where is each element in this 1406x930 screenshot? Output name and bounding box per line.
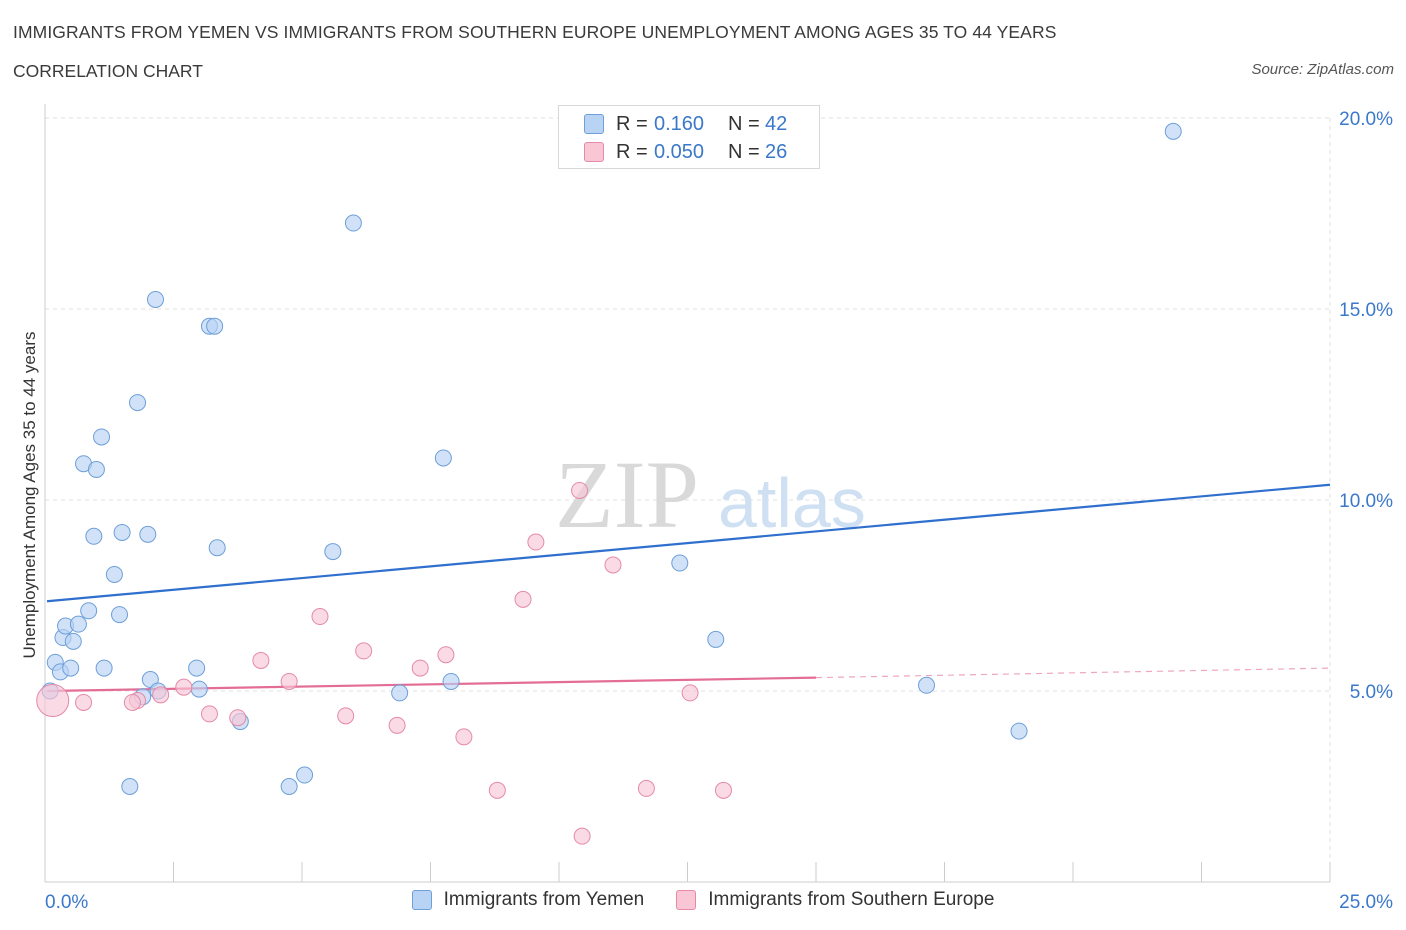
point-southern-europe	[681, 684, 699, 702]
source-note: Source: ZipAtlas.com	[1251, 61, 1394, 78]
point-southern-europe	[252, 651, 270, 669]
watermark-atlas: atlas	[718, 464, 866, 542]
point-southern-europe	[280, 672, 298, 690]
legend-r-value: 0.160	[654, 112, 705, 135]
point-southern-europe	[388, 716, 406, 734]
point-yemen	[87, 460, 105, 478]
axes	[44, 104, 1331, 883]
point-southern-europe	[75, 693, 93, 711]
legend-r-value: 0.050	[654, 140, 705, 163]
legend-swatch-blue	[584, 114, 604, 134]
point-yemen	[111, 606, 129, 624]
point-southern-europe	[714, 781, 732, 799]
y-tick-label: 10.0%	[1339, 491, 1393, 512]
point-yemen	[296, 766, 314, 784]
legend-item-yemen: Immigrants from Yemen	[411, 889, 645, 911]
point-yemen	[93, 428, 111, 446]
point-southern-europe	[527, 533, 545, 551]
point-yemen	[1164, 122, 1182, 140]
point-yemen	[1010, 722, 1028, 740]
point-yemen	[391, 684, 409, 702]
point-southern-europe	[637, 779, 655, 797]
point-southern-europe	[455, 728, 473, 746]
point-yemen	[69, 615, 87, 633]
point-yemen	[671, 554, 689, 572]
point-yemen	[442, 672, 460, 690]
point-southern-europe	[571, 481, 589, 499]
point-southern-europe	[573, 827, 591, 845]
point-southern-europe	[514, 590, 532, 608]
point-yemen	[190, 680, 208, 698]
point-yemen	[206, 317, 224, 335]
data-points	[36, 122, 1182, 845]
chart-subtitle: CORRELATION CHART	[13, 61, 203, 81]
trend-line-yemen	[46, 483, 1331, 603]
x-tick-label-min: 0.0%	[45, 892, 88, 913]
point-yemen	[139, 525, 157, 543]
point-southern-europe	[229, 709, 247, 727]
point-yemen	[707, 630, 725, 648]
legend-item-southern-europe: Immigrants from Southern Europe	[676, 889, 994, 911]
point-southern-europe	[200, 705, 218, 723]
y-tick-label: 5.0%	[1350, 682, 1393, 703]
point-yemen	[344, 214, 362, 232]
tick-labels: 5.0% 10.0% 15.0% 20.0% 0.0% 25.0%	[45, 109, 1393, 913]
point-yemen	[95, 659, 113, 677]
point-yemen	[121, 778, 139, 795]
legend-row-southern-europe: R = 0.050 N = 26	[584, 140, 787, 164]
point-yemen	[918, 676, 936, 694]
y-tick-label: 20.0%	[1339, 109, 1393, 130]
point-southern-europe	[437, 646, 455, 664]
point-southern-europe	[411, 659, 429, 677]
legend-n-value: 26	[765, 140, 788, 163]
series-legend: Immigrants from Yemen Immigrants from So…	[0, 889, 1406, 911]
point-southern-europe	[337, 707, 355, 725]
point-yemen	[85, 527, 103, 545]
point-yemen	[113, 523, 131, 541]
point-yemen	[280, 778, 298, 795]
point-southern-europe	[152, 686, 170, 704]
legend-swatch-pink	[584, 142, 604, 162]
trend-line-southern-europe-extension	[815, 667, 1331, 679]
point-yemen	[80, 602, 98, 620]
trend-lines	[46, 483, 1331, 693]
point-yemen	[64, 632, 82, 650]
point-southern-europe	[604, 556, 622, 574]
point-southern-europe	[355, 642, 373, 660]
legend-n-value: 42	[765, 112, 788, 135]
point-yemen	[188, 659, 206, 677]
legend-n-label: N =	[728, 112, 760, 135]
legend-r-label: R =	[616, 140, 648, 163]
correlation-legend: R = 0.160 N = 42 R = 0.050 N = 26	[558, 105, 820, 169]
legend-label-yemen: Immigrants from Yemen	[443, 889, 645, 910]
point-yemen	[208, 539, 226, 557]
legend-r-label: R =	[616, 112, 648, 135]
point-yemen	[147, 290, 165, 308]
x-tick-label-max: 25.0%	[1339, 892, 1393, 913]
legend-swatch-blue	[411, 890, 432, 910]
point-southern-europe	[488, 781, 506, 799]
legend-label-southern-europe: Immigrants from Southern Europe	[708, 889, 995, 910]
point-yemen	[324, 543, 342, 561]
point-southern-europe	[36, 684, 70, 718]
point-yemen	[105, 565, 123, 583]
chart-title: IMMIGRANTS FROM YEMEN VS IMMIGRANTS FROM…	[13, 22, 1057, 42]
y-tick-label: 15.0%	[1339, 300, 1393, 321]
point-yemen	[62, 659, 80, 677]
point-southern-europe	[311, 608, 329, 626]
point-southern-europe	[123, 693, 141, 711]
trend-line-southern-europe	[46, 676, 817, 693]
legend-swatch-pink	[676, 890, 697, 910]
legend-n-label: N =	[728, 140, 760, 163]
point-southern-europe	[175, 678, 193, 696]
point-yemen	[434, 449, 452, 467]
point-yemen	[129, 394, 147, 412]
legend-row-yemen: R = 0.160 N = 42	[584, 112, 787, 136]
